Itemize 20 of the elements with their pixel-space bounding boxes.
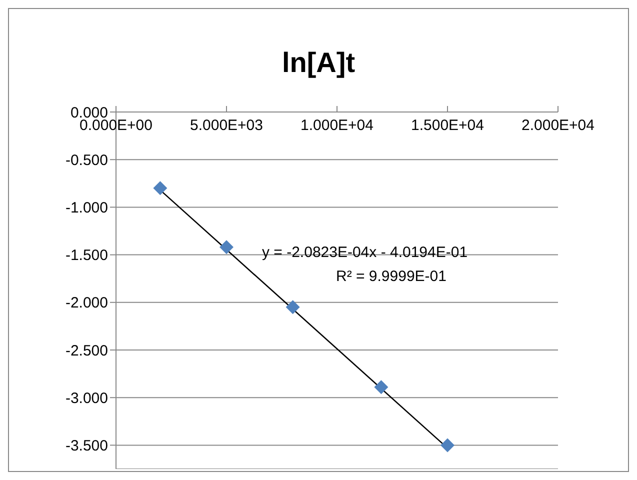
x-tick-label: 0.000E+00	[80, 117, 152, 134]
point	[440, 438, 454, 452]
y-tick-label: -2.000	[65, 294, 108, 312]
x-tick-label: 1.000E+04	[300, 117, 374, 134]
y-tick-label: -2.500	[65, 342, 108, 360]
x-tick-label: 1.500E+04	[411, 117, 484, 134]
point	[374, 380, 388, 394]
y-tick-label: -0.500	[65, 152, 108, 169]
point	[153, 181, 168, 196]
y-tick-label: -3.000	[65, 390, 108, 407]
x-tick-label: 2.000E+04	[522, 117, 594, 134]
point	[286, 300, 300, 314]
y-tick-label: -1.500	[65, 247, 108, 264]
annotation: R² = 9.9999E-01	[336, 268, 446, 285]
chart-title: ln[A]t	[280, 47, 356, 79]
point	[220, 240, 234, 254]
y-tick-label: -1.000	[65, 200, 108, 217]
y-tick-label: -3.500	[65, 438, 108, 455]
x-tick-label: 5.000E+03	[190, 117, 263, 134]
annotation: y = -2.0823E-04x - 4.0194E-01	[262, 244, 468, 261]
